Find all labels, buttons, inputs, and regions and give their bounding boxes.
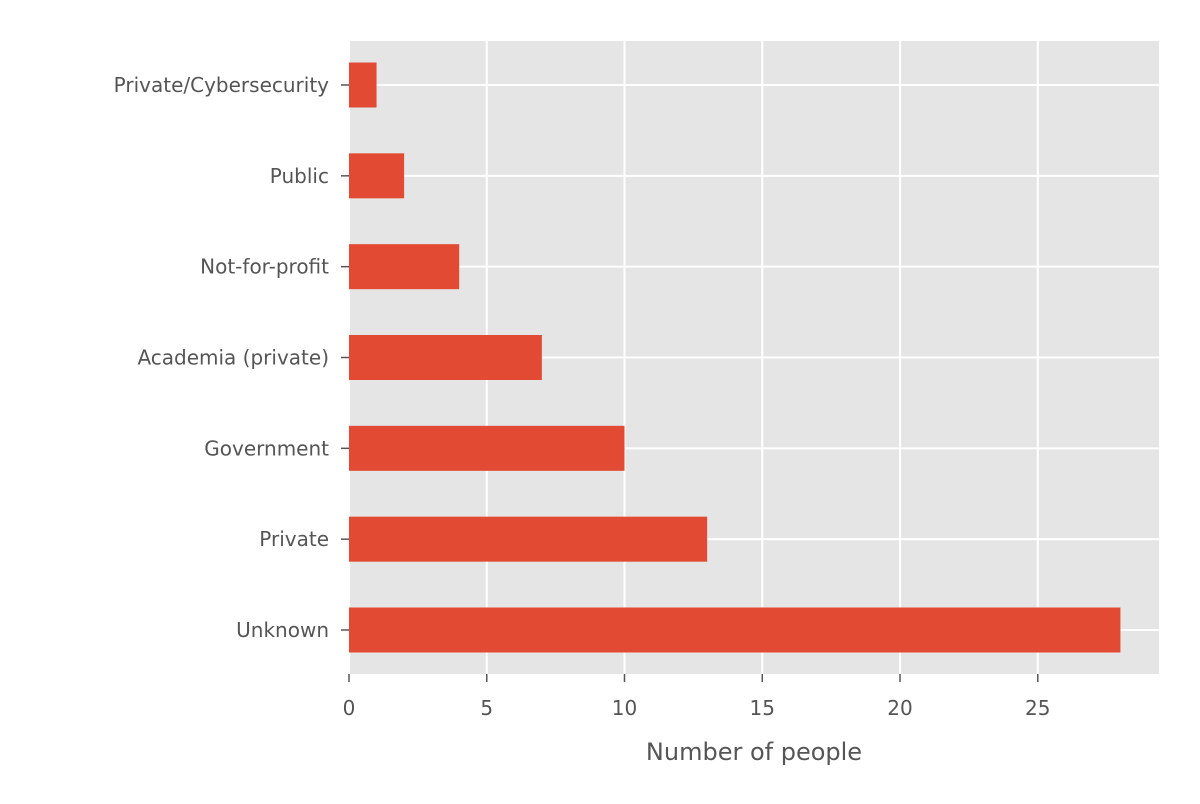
x-tick-label: 25 xyxy=(1025,696,1050,720)
x-tick-label: 10 xyxy=(612,696,637,720)
bar xyxy=(349,425,625,471)
x-tick-label: 0 xyxy=(343,696,356,720)
bars xyxy=(349,62,1121,653)
x-axis-title: Number of people xyxy=(646,738,862,766)
axes: Private/Cybersecurity Public Not-for-profi… xyxy=(114,73,1051,720)
bar xyxy=(349,153,405,199)
bar xyxy=(349,335,542,380)
x-tick-label: 20 xyxy=(887,696,912,720)
y-tick-label: Private xyxy=(259,527,329,551)
x-tick-label: 5 xyxy=(480,696,493,720)
bar xyxy=(349,607,1121,653)
bar xyxy=(349,244,460,290)
y-tick-label: Unknown xyxy=(236,618,329,642)
x-tick-label: 15 xyxy=(750,696,775,720)
y-tick-label: Academia (private) xyxy=(137,346,329,370)
bar xyxy=(349,516,708,562)
y-tick-label: Not-for-profit xyxy=(200,255,329,279)
bar xyxy=(349,62,377,108)
y-tick-label: Government xyxy=(204,436,329,460)
y-tick-label: Private/Cybersecurity xyxy=(114,73,330,97)
y-tick-label: Public xyxy=(270,164,329,188)
